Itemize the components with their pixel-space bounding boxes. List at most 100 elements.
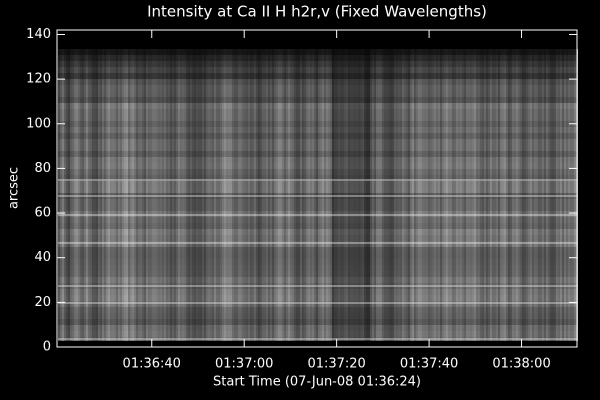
image-band xyxy=(58,127,577,133)
image-column xyxy=(504,49,506,341)
image-column xyxy=(304,49,306,341)
image-column xyxy=(238,49,240,341)
image-column xyxy=(476,49,478,341)
image-column xyxy=(518,49,520,341)
image-column xyxy=(154,49,156,341)
image-column xyxy=(222,49,224,341)
image-column xyxy=(138,49,140,341)
image-column xyxy=(538,49,540,341)
image-column xyxy=(244,49,246,341)
image-column xyxy=(204,49,206,341)
image-band xyxy=(58,175,577,181)
image-column xyxy=(402,49,404,341)
image-column xyxy=(310,49,312,341)
image-column xyxy=(462,49,464,341)
y-tick-label: 20 xyxy=(34,295,51,310)
image-column xyxy=(426,49,428,341)
image-band xyxy=(58,253,577,259)
image-column xyxy=(320,49,322,341)
image-column xyxy=(170,49,172,341)
image-column xyxy=(564,49,566,341)
image-band xyxy=(58,331,577,337)
image-column xyxy=(494,49,496,341)
image-column xyxy=(354,49,356,341)
image-column xyxy=(376,49,378,341)
image-column xyxy=(524,49,526,341)
image-band xyxy=(58,121,577,127)
image-column xyxy=(358,49,360,341)
image-column xyxy=(146,49,148,341)
image-column xyxy=(158,49,160,341)
image-column xyxy=(314,49,316,341)
image-column xyxy=(160,49,162,341)
image-column xyxy=(174,49,176,341)
image-column xyxy=(60,49,62,341)
image-column xyxy=(364,49,366,341)
image-column xyxy=(416,49,418,341)
image-column xyxy=(424,49,426,341)
image-column xyxy=(178,49,180,341)
image-column xyxy=(572,49,574,341)
image-column xyxy=(166,49,168,341)
image-column xyxy=(454,49,456,341)
image-column xyxy=(390,49,392,341)
x-axis-label: Start Time (07-Jun-08 01:36:24) xyxy=(213,375,421,390)
image-column xyxy=(90,49,92,341)
image-band xyxy=(58,187,577,193)
image-column xyxy=(556,49,558,341)
image-band xyxy=(58,271,577,277)
image-column xyxy=(344,49,346,341)
image-band xyxy=(58,61,577,67)
image-column xyxy=(92,49,94,341)
image-column xyxy=(544,49,546,341)
image-column xyxy=(466,49,468,341)
image-column xyxy=(366,49,368,341)
image-column xyxy=(444,49,446,341)
image-band xyxy=(58,325,577,331)
image-band xyxy=(58,235,577,241)
x-tick-label: 01:37:20 xyxy=(307,357,365,372)
image-column xyxy=(522,49,524,341)
image-column xyxy=(132,49,134,341)
image-column xyxy=(194,49,196,341)
image-column xyxy=(352,49,354,341)
image-column xyxy=(558,49,560,341)
image-column xyxy=(116,49,118,341)
image-column xyxy=(106,49,108,341)
image-column xyxy=(336,49,338,341)
image-column xyxy=(528,49,530,341)
image-column xyxy=(298,49,300,341)
image-column xyxy=(220,49,222,341)
image-column xyxy=(84,49,86,341)
image-band xyxy=(58,97,577,103)
image-column xyxy=(432,49,434,341)
image-band xyxy=(58,73,577,79)
image-column xyxy=(554,49,556,341)
image-band xyxy=(58,229,577,235)
image-column xyxy=(422,49,424,341)
image-column xyxy=(202,49,204,341)
image-column xyxy=(266,49,268,341)
x-tick-label: 01:38:00 xyxy=(492,357,550,372)
image-column xyxy=(234,49,236,341)
image-column xyxy=(226,49,228,341)
image-column xyxy=(356,49,358,341)
image-column xyxy=(394,49,396,341)
image-column xyxy=(534,49,536,341)
image-band xyxy=(58,307,577,313)
image-column xyxy=(548,49,550,341)
image-column xyxy=(450,49,452,341)
image-column xyxy=(184,49,186,341)
y-tick-label: 80 xyxy=(34,161,51,176)
image-band xyxy=(58,205,577,211)
image-column xyxy=(128,49,130,341)
image-band xyxy=(58,289,577,295)
image-column xyxy=(546,49,548,341)
image-column xyxy=(278,49,280,341)
image-band xyxy=(58,319,577,325)
image-column xyxy=(262,49,264,341)
image-column xyxy=(324,49,326,341)
image-column xyxy=(164,49,166,341)
